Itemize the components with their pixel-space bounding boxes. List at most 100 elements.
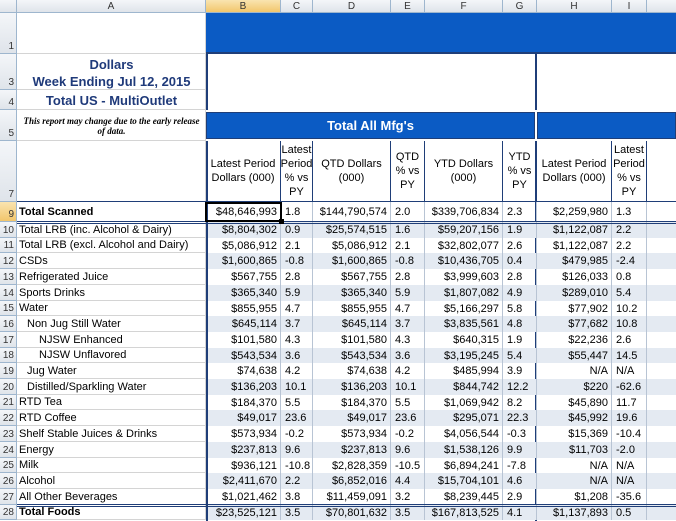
cell [647,316,676,332]
data-cell: 10.1 [391,379,425,395]
data-cell: $2,828,359 [313,458,391,473]
data-cell: $ [647,238,676,253]
row-label: RTD Tea [17,395,206,410]
data-cell: $49,017 [313,410,391,426]
data-cell: -0.3 [503,426,537,442]
data-cell: 4.8 [503,316,537,332]
data-cell: $6,894,241 [425,458,503,473]
data-cell: $237,813 [313,442,391,458]
data-cell: 0.8 [612,269,647,285]
data-cell: 10.2 [612,301,647,316]
data-cell: 3.6 [391,348,425,363]
data-cell: 19.6 [612,410,647,426]
data-cell: 5.8 [503,301,537,316]
row-label: Energy [17,442,206,458]
column-letter: C [281,0,313,13]
row-label: Non Jug Still Water [17,316,206,332]
title: Total US - MultiOutlet [45,92,178,108]
data-cell: $237,813 [206,442,281,458]
rule [17,221,676,224]
data-cell: $55,447 [537,348,612,363]
data-cell: $365,340 [313,285,391,301]
column-letter: G [503,0,537,13]
data-cell: $479,985 [537,253,612,269]
data-cell: $1,021,462 [206,489,281,505]
row-label: CSDs [17,253,206,269]
data-cell: 8.2 [503,395,537,410]
cell [647,253,676,269]
data-cell: $5,166,297 [425,301,503,316]
row-number: 27 [0,489,17,505]
data-cell: 2.1 [281,238,313,253]
data-cell: $573,934 [313,426,391,442]
data-cell: $74,638 [206,363,281,379]
row-number: 23 [0,426,17,442]
data-cell: $101,580 [313,332,391,348]
data-cell: 3.5 [391,505,425,520]
data-cell: N/A [537,473,612,489]
data-cell: 3.8 [281,489,313,505]
data-cell: $8,239,445 [425,489,503,505]
column-letter: E [391,0,425,13]
data-cell: $184,370 [206,395,281,410]
cell [17,90,206,110]
data-cell: -10.8 [281,458,313,473]
data-cell: 0.4 [503,253,537,269]
data-cell: $640,315 [425,332,503,348]
data-cell: $70,801,632 [313,505,391,520]
data-cell: -0.8 [391,253,425,269]
data-cell: 3.6 [281,348,313,363]
column-header: YTD % vs PY [503,141,537,202]
data-cell: $32,802,077 [425,238,503,253]
column-letter: H [537,0,612,13]
data-cell: 4.3 [281,332,313,348]
data-cell: N/A [612,473,647,489]
cell [17,13,206,54]
row-label: Milk [17,458,206,473]
cell [17,141,206,202]
data-cell: 5.4 [503,348,537,363]
row-label: Distilled/Sparkling Water [17,379,206,395]
cell [647,442,676,458]
row-label: Total LRB (inc. Alcohol & Dairy) [17,222,206,238]
corner [0,0,17,13]
row-number: 26 [0,473,17,489]
data-cell: $339,706,834 [425,202,503,222]
cell [647,269,676,285]
row-label: Shelf Stable Juices & Drinks [17,426,206,442]
data-cell: 5.5 [391,395,425,410]
data-cell: $3,195,245 [425,348,503,363]
data-cell: $365,340 [206,285,281,301]
data-cell: $645,114 [206,316,281,332]
column-header: YTD Dollars (000) [425,141,503,202]
data-cell: $573,934 [206,426,281,442]
data-cell: $645,114 [313,316,391,332]
data-cell: -62.6 [612,379,647,395]
data-cell: 12.2 [503,379,537,395]
data-cell: 2.2 [612,238,647,253]
row-number: 19 [0,363,17,379]
data-cell: 4.9 [503,285,537,301]
row-label: Jug Water [17,363,206,379]
data-cell: $23,525,121 [206,505,281,520]
row-number: 16 [0,316,17,332]
data-cell: 9.6 [281,442,313,458]
cell [647,332,676,348]
row-number: 7 [0,141,17,202]
data-cell: $1,137,893 [537,505,612,520]
data-cell: $1,122,087 [537,238,612,253]
row-label: RTD Coffee [17,410,206,426]
row-label: Total Foods [17,505,206,520]
data-cell: 23.6 [391,410,425,426]
column-header: QTD % vs PY [391,141,425,202]
data-cell: $5,086,912 [313,238,391,253]
data-cell: $10,436,705 [425,253,503,269]
data-cell: $567,755 [313,269,391,285]
frame [206,52,676,110]
data-cell: $4,056,544 [425,426,503,442]
data-cell: 14.5 [612,348,647,363]
data-cell: N/A [537,363,612,379]
cell [647,379,676,395]
data-cell: 4.2 [281,363,313,379]
data-cell: $295,071 [425,410,503,426]
